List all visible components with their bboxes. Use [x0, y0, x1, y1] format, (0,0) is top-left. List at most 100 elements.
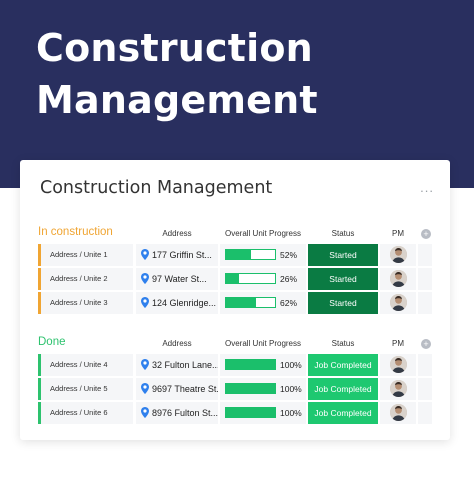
address-cell[interactable]: 8976 Fulton St...: [136, 402, 218, 424]
board-card: Construction Management ... In construct…: [20, 160, 450, 440]
progress-bar-fill: [226, 274, 239, 283]
person-avatar-icon: [390, 404, 407, 421]
progress-bar-fill: [226, 250, 252, 259]
status-badge[interactable]: Job Completed: [308, 354, 378, 376]
address-cell[interactable]: 177 Griffin St...: [136, 244, 218, 266]
row-extra-cell: [418, 354, 432, 376]
group-rows: Address / Unite 1 177 Griffin St... 52% Sta…: [20, 244, 450, 316]
group-header: Done Address Overall Unit Progress Statu…: [20, 336, 450, 354]
person-avatar-icon: [390, 356, 407, 373]
pm-cell[interactable]: [380, 378, 416, 400]
person-avatar-icon: [390, 246, 407, 263]
column-header-pm: PM: [392, 339, 404, 348]
location-pin-icon: [141, 383, 149, 395]
add-column-icon[interactable]: +: [421, 229, 431, 239]
address-cell[interactable]: 32 Fulton Lane...: [136, 354, 218, 376]
table-row[interactable]: Address / Unite 2 97 Water St... 26% Starte…: [20, 268, 450, 290]
row-extra-cell: [418, 378, 432, 400]
progress-cell: 100%: [220, 378, 306, 400]
status-badge[interactable]: Job Completed: [308, 402, 378, 424]
column-header-status: Status: [331, 339, 355, 348]
hero-banner: Construction Management: [0, 0, 474, 188]
column-header-progress: Overall Unit Progress: [224, 229, 302, 238]
address-text: 177 Griffin St...: [152, 250, 212, 260]
location-pin-icon: [141, 359, 149, 371]
person-avatar-icon: [390, 380, 407, 397]
group-in-construction: In construction Address Overall Unit Pro…: [20, 226, 450, 314]
row-extra-cell: [418, 244, 432, 266]
progress-bar: [225, 249, 276, 260]
location-pin-icon: [141, 273, 149, 285]
person-avatar-icon: [390, 270, 407, 287]
board-menu-button[interactable]: ...: [420, 180, 434, 195]
group-title[interactable]: Done: [38, 336, 66, 348]
progress-cell: 62%: [220, 292, 306, 314]
progress-cell: 100%: [220, 354, 306, 376]
table-row[interactable]: Address / Unite 5 9697 Theatre St... 100% J…: [20, 378, 450, 400]
group-title[interactable]: In construction: [38, 226, 113, 238]
unit-name[interactable]: Address / Unite 3: [38, 292, 133, 314]
status-badge[interactable]: Started: [308, 268, 378, 290]
column-header-address: Address: [162, 229, 192, 238]
progress-cell: 26%: [220, 268, 306, 290]
progress-bar-fill: [226, 360, 275, 369]
group-done: Done Address Overall Unit Progress Statu…: [20, 336, 450, 424]
status-badge[interactable]: Started: [308, 292, 378, 314]
progress-cell: 100%: [220, 402, 306, 424]
progress-percent: 100%: [280, 408, 302, 418]
progress-percent: 100%: [280, 360, 302, 370]
column-header-address: Address: [162, 339, 192, 348]
progress-bar: [225, 407, 276, 418]
address-text: 9697 Theatre St...: [152, 384, 218, 394]
address-cell[interactable]: 124 Glenridge...: [136, 292, 218, 314]
row-extra-cell: [418, 268, 432, 290]
hero-title: Construction Management: [36, 26, 318, 122]
address-cell[interactable]: 9697 Theatre St...: [136, 378, 218, 400]
pm-cell[interactable]: [380, 402, 416, 424]
progress-bar-fill: [226, 408, 275, 417]
person-avatar-icon: [390, 294, 407, 311]
progress-bar-fill: [226, 384, 275, 393]
row-extra-cell: [418, 402, 432, 424]
pm-cell[interactable]: [380, 354, 416, 376]
location-pin-icon: [141, 407, 149, 419]
progress-percent: 52%: [280, 250, 298, 260]
table-row[interactable]: Address / Unite 6 8976 Fulton St... 100% Jo…: [20, 402, 450, 424]
progress-bar: [225, 359, 276, 370]
progress-percent: 62%: [280, 298, 298, 308]
progress-cell: 52%: [220, 244, 306, 266]
row-extra-cell: [418, 292, 432, 314]
address-cell[interactable]: 97 Water St...: [136, 268, 218, 290]
progress-bar-fill: [226, 298, 257, 307]
progress-bar: [225, 297, 276, 308]
unit-name[interactable]: Address / Unite 2: [38, 268, 133, 290]
address-text: 124 Glenridge...: [152, 298, 217, 308]
add-column-icon[interactable]: +: [421, 339, 431, 349]
board-title: Construction Management: [40, 178, 273, 198]
location-pin-icon: [141, 297, 149, 309]
unit-name[interactable]: Address / Unite 5: [38, 378, 133, 400]
unit-name[interactable]: Address / Unite 1: [38, 244, 133, 266]
status-badge[interactable]: Job Completed: [308, 378, 378, 400]
pm-cell[interactable]: [380, 292, 416, 314]
table-row[interactable]: Address / Unite 1 177 Griffin St... 52% Sta…: [20, 244, 450, 266]
location-pin-icon: [141, 249, 149, 261]
unit-name[interactable]: Address / Unite 6: [38, 402, 133, 424]
address-text: 8976 Fulton St...: [152, 408, 218, 418]
pm-cell[interactable]: [380, 268, 416, 290]
progress-percent: 100%: [280, 384, 302, 394]
progress-percent: 26%: [280, 274, 298, 284]
address-text: 97 Water St...: [152, 274, 207, 284]
column-header-progress: Overall Unit Progress: [224, 339, 302, 348]
progress-bar: [225, 273, 276, 284]
unit-name[interactable]: Address / Unite 4: [38, 354, 133, 376]
pm-cell[interactable]: [380, 244, 416, 266]
address-text: 32 Fulton Lane...: [152, 360, 218, 370]
progress-bar: [225, 383, 276, 394]
group-header: In construction Address Overall Unit Pro…: [20, 226, 450, 244]
table-row[interactable]: Address / Unite 3 124 Glenridge... 62% Star…: [20, 292, 450, 314]
status-badge[interactable]: Started: [308, 244, 378, 266]
column-header-status: Status: [331, 229, 355, 238]
column-header-pm: PM: [392, 229, 404, 238]
table-row[interactable]: Address / Unite 4 32 Fulton Lane... 100% Jo…: [20, 354, 450, 376]
